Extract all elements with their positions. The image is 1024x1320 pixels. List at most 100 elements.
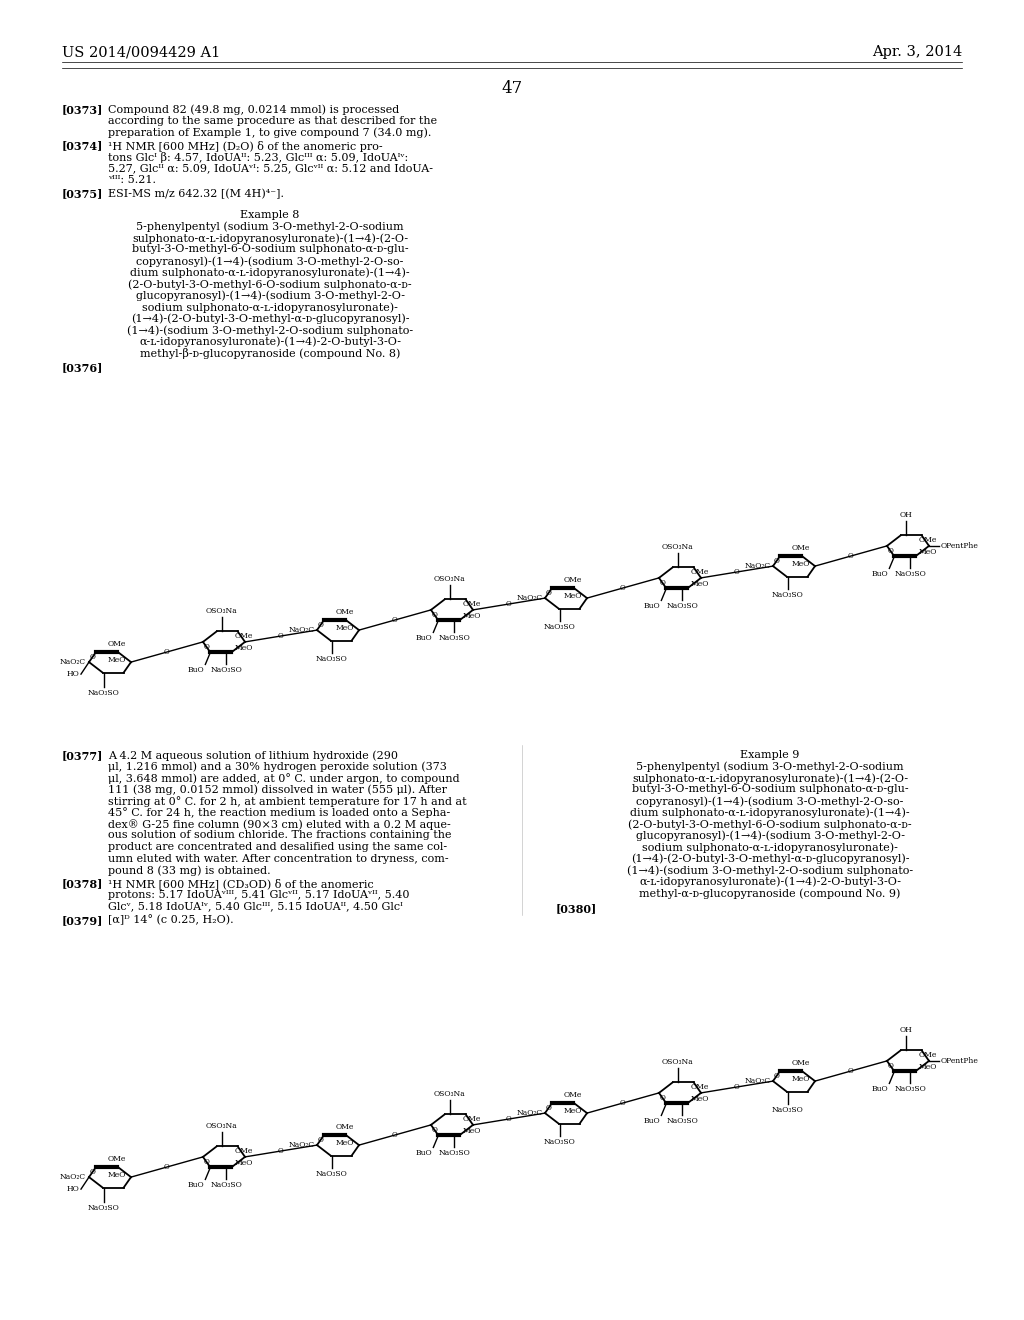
Text: copyranosyl)-(1→4)-(sodium 3-O-methyl-2-O-so-: copyranosyl)-(1→4)-(sodium 3-O-methyl-2-… (636, 796, 904, 807)
Text: methyl-β-ᴅ-glucopyranoside (compound No. 8): methyl-β-ᴅ-glucopyranoside (compound No.… (140, 348, 400, 359)
Text: MeO: MeO (792, 1074, 810, 1082)
Text: MeO: MeO (336, 623, 354, 631)
Text: OSO₃Na: OSO₃Na (663, 1059, 694, 1067)
Text: Glcᵛ, 5.18 IdoUAᴵᵛ, 5.40 Glcᴵᴵᴵ, 5.15 IdoUAᴵᴵ, 4.50 Glcᴵ: Glcᵛ, 5.18 IdoUAᴵᵛ, 5.40 Glcᴵᴵᴵ, 5.15 Id… (108, 902, 402, 912)
Text: BuO: BuO (871, 570, 889, 578)
Text: 5-phenylpentyl (sodium 3-O-methyl-2-O-sodium: 5-phenylpentyl (sodium 3-O-methyl-2-O-so… (136, 222, 403, 232)
Text: NaO₃SO: NaO₃SO (667, 1118, 698, 1126)
Text: ous solution of sodium chloride. The fractions containing the: ous solution of sodium chloride. The fra… (108, 830, 452, 841)
Text: according to the same procedure as that described for the: according to the same procedure as that … (108, 116, 437, 125)
Text: BuO: BuO (644, 602, 660, 610)
Text: dium sulphonato-α-ʟ-idopyranosyluronate)-(1→4)-: dium sulphonato-α-ʟ-idopyranosyluronate)… (130, 268, 410, 279)
Text: Apr. 3, 2014: Apr. 3, 2014 (871, 45, 962, 59)
Text: OMe: OMe (690, 568, 709, 576)
Text: HO: HO (67, 1185, 79, 1193)
Text: OSO₃Na: OSO₃Na (434, 1090, 466, 1098)
Text: (1→4)-(2-O-butyl-3-O-methyl-α-ᴅ-glucopyranosyl)-: (1→4)-(2-O-butyl-3-O-methyl-α-ᴅ-glucopyr… (131, 314, 410, 325)
Text: ᵛᴵᴵᴵ: 5.21.: ᵛᴵᴵᴵ: 5.21. (108, 176, 156, 185)
Text: OPentPhe: OPentPhe (941, 543, 979, 550)
Text: [0380]: [0380] (556, 903, 597, 915)
Text: [0373]: [0373] (62, 104, 103, 115)
Text: OMe: OMe (463, 599, 481, 609)
Text: OMe: OMe (792, 544, 810, 552)
Text: O: O (204, 643, 210, 651)
Text: [0376]: [0376] (62, 363, 103, 374)
Text: O: O (546, 589, 552, 597)
Text: OMe: OMe (690, 1082, 709, 1090)
Text: OMe: OMe (234, 632, 253, 640)
Text: 45° C. for 24 h, the reaction medium is loaded onto a Sepha-: 45° C. for 24 h, the reaction medium is … (108, 808, 451, 818)
Text: OMe: OMe (336, 1122, 354, 1131)
Text: MeO: MeO (463, 612, 481, 620)
Text: O: O (659, 579, 666, 587)
Text: (1→4)-(sodium 3-O-methyl-2-O-sodium sulphonato-: (1→4)-(sodium 3-O-methyl-2-O-sodium sulp… (127, 325, 413, 335)
Text: O: O (279, 1147, 284, 1155)
Text: [0374]: [0374] (62, 140, 103, 152)
Text: A 4.2 M aqueous solution of lithium hydroxide (290: A 4.2 M aqueous solution of lithium hydr… (108, 750, 398, 760)
Text: O: O (888, 1063, 894, 1071)
Text: O: O (848, 552, 854, 560)
Text: BuO: BuO (871, 1085, 889, 1093)
Text: O: O (774, 557, 779, 565)
Text: MeO: MeO (690, 1094, 709, 1104)
Text: MeO: MeO (108, 656, 126, 664)
Text: ¹H NMR [600 MHz] (D₂O) δ of the anomeric pro-: ¹H NMR [600 MHz] (D₂O) δ of the anomeric… (108, 140, 383, 152)
Text: NaO₃SO: NaO₃SO (772, 1106, 804, 1114)
Text: OMe: OMe (463, 1115, 481, 1123)
Text: O: O (279, 632, 284, 640)
Text: OSO₃Na: OSO₃Na (663, 544, 694, 552)
Text: μl, 3.648 mmol) are added, at 0° C. under argon, to compound: μl, 3.648 mmol) are added, at 0° C. unde… (108, 774, 460, 784)
Text: [0379]: [0379] (62, 915, 103, 927)
Text: BuO: BuO (187, 667, 205, 675)
Text: O: O (392, 616, 398, 624)
Text: MeO: MeO (336, 1139, 354, 1147)
Text: μl, 1.216 mmol) and a 30% hydrogen peroxide solution (373: μl, 1.216 mmol) and a 30% hydrogen perox… (108, 762, 446, 772)
Text: O: O (621, 583, 626, 591)
Text: (1→4)-(2-O-butyl-3-O-methyl-α-ᴅ-glucopyranosyl)-: (1→4)-(2-O-butyl-3-O-methyl-α-ᴅ-glucopyr… (631, 854, 909, 865)
Text: NaO₂C: NaO₂C (289, 1140, 315, 1150)
Text: NaO₃SO: NaO₃SO (88, 1204, 120, 1212)
Text: sulphonato-α-ʟ-idopyranosyluronate)-(1→4)-(2-O-: sulphonato-α-ʟ-idopyranosyluronate)-(1→4… (132, 234, 408, 244)
Text: MeO: MeO (108, 1171, 126, 1179)
Text: MeO: MeO (690, 579, 709, 587)
Text: NaO₃SO: NaO₃SO (894, 1085, 926, 1093)
Text: NaO₃SO: NaO₃SO (210, 667, 242, 675)
Text: O: O (204, 1158, 210, 1166)
Text: US 2014/0094429 A1: US 2014/0094429 A1 (62, 45, 220, 59)
Text: OSO₃Na: OSO₃Na (206, 1122, 238, 1130)
Text: NaO₂C: NaO₂C (744, 1077, 771, 1085)
Text: OPentPhe: OPentPhe (941, 1057, 979, 1065)
Text: glucopyranosyl)-(1→4)-(sodium 3-O-methyl-2-O-: glucopyranosyl)-(1→4)-(sodium 3-O-methyl… (135, 290, 404, 301)
Text: OMe: OMe (108, 640, 126, 648)
Text: product are concentrated and desalified using the same col-: product are concentrated and desalified … (108, 842, 447, 851)
Text: tons Glcᴵ β: 4.57, IdoUAᴵᴵ: 5.23, Glcᴵᴵᴵ α: 5.09, IdoUAᴵᵛ:: tons Glcᴵ β: 4.57, IdoUAᴵᴵ: 5.23, Glcᴵᴵᴵ… (108, 152, 409, 162)
Text: MeO: MeO (234, 644, 253, 652)
Text: OMe: OMe (792, 1059, 810, 1067)
Text: OSO₃Na: OSO₃Na (434, 576, 466, 583)
Text: NaO₃SO: NaO₃SO (667, 602, 698, 610)
Text: OMe: OMe (234, 1147, 253, 1155)
Text: MeO: MeO (234, 1159, 253, 1167)
Text: O: O (546, 1104, 552, 1111)
Text: pound 8 (33 mg) is obtained.: pound 8 (33 mg) is obtained. (108, 865, 270, 875)
Text: NaO₃SO: NaO₃SO (438, 635, 470, 643)
Text: [0377]: [0377] (62, 750, 103, 762)
Text: Example 9: Example 9 (740, 750, 800, 760)
Text: NaO₃SO: NaO₃SO (438, 1150, 470, 1158)
Text: MeO: MeO (564, 1106, 583, 1114)
Text: NaO₃SO: NaO₃SO (88, 689, 120, 697)
Text: [0378]: [0378] (62, 879, 103, 890)
Text: O: O (90, 653, 95, 661)
Text: copyranosyl)-(1→4)-(sodium 3-O-methyl-2-O-so-: copyranosyl)-(1→4)-(sodium 3-O-methyl-2-… (136, 256, 403, 267)
Text: NaO₂C: NaO₂C (744, 562, 771, 570)
Text: ¹H NMR [600 MHz] (CD₃OD) δ of the anomeric: ¹H NMR [600 MHz] (CD₃OD) δ of the anomer… (108, 879, 374, 890)
Text: dium sulphonato-α-ʟ-idopyranosyluronate)-(1→4)-: dium sulphonato-α-ʟ-idopyranosyluronate)… (630, 808, 909, 818)
Text: MeO: MeO (792, 560, 810, 568)
Text: O: O (774, 1072, 779, 1080)
Text: NaO₃SO: NaO₃SO (210, 1181, 242, 1189)
Text: α-ʟ-idopyranosyluronate)-(1→4)-2-O-butyl-3-O-: α-ʟ-idopyranosyluronate)-(1→4)-2-O-butyl… (139, 337, 401, 347)
Text: 5.27, Glcᴵᴵ α: 5.09, IdoUAᵛᴵ: 5.25, Glcᵛᴵᴵ α: 5.12 and IdoUA-: 5.27, Glcᴵᴵ α: 5.09, IdoUAᵛᴵ: 5.25, Glcᵛ… (108, 164, 433, 173)
Text: OMe: OMe (919, 536, 937, 544)
Text: sulphonato-α-ʟ-idopyranosyluronate)-(1→4)-(2-O-: sulphonato-α-ʟ-idopyranosyluronate)-(1→4… (632, 774, 908, 784)
Text: sodium sulphonato-α-ʟ-idopyranosyluronate)-: sodium sulphonato-α-ʟ-idopyranosyluronat… (642, 842, 898, 853)
